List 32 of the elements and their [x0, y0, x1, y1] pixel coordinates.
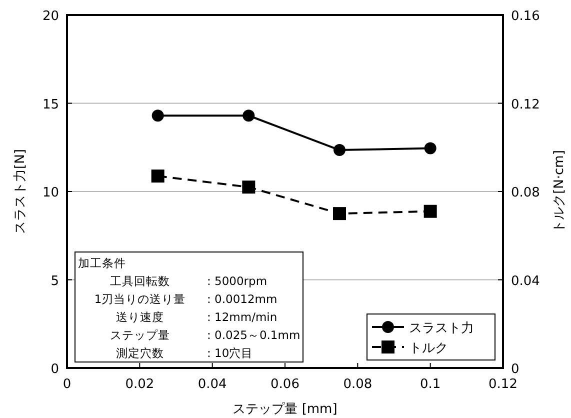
y-tick-label: 10	[42, 186, 59, 200]
point	[333, 207, 346, 220]
y2-tick-label: 0.16	[511, 9, 540, 24]
y-tick-label: 5	[50, 274, 59, 289]
x-tick-label: 0	[62, 377, 72, 392]
point	[242, 110, 255, 122]
point	[152, 110, 164, 122]
point	[424, 204, 437, 218]
y2-tick-label: 0.12	[511, 97, 540, 112]
y-tick-label: 0	[50, 362, 59, 377]
legend-label: トルク	[409, 341, 448, 356]
y-axis-title: スラスト力[N]	[13, 149, 28, 234]
x-tick-label: 0.08	[343, 377, 372, 392]
point	[242, 180, 256, 194]
point	[334, 144, 346, 156]
y2-tick-label: 0.08	[511, 186, 540, 200]
point	[151, 170, 164, 183]
y2-tick-label: 0	[511, 362, 520, 377]
x-tick-label: 0.12	[488, 377, 518, 392]
x-tick-label: 0.04	[198, 377, 227, 392]
x-axis-title: ステップ量 [mm]	[232, 402, 338, 417]
annotation: 加工条件	[78, 256, 126, 270]
y2-tick-label: 0.04	[511, 274, 540, 289]
y2-axis-title: トルク[N·cm]	[552, 150, 567, 233]
point	[424, 142, 436, 154]
annotations: 加工条件 工具回転数 : 5000rpm 1刃当りの送り量 : 0.0012mm 送り速度 : 12mm/min ステップ量 : 0.025～0.1mm 測定穴数 : 10穴目	[74, 252, 304, 362]
x-tick-label: 0.06	[270, 377, 300, 392]
x-tick-label: 0.1	[420, 377, 441, 392]
y-tick-label: 15	[42, 97, 59, 112]
x-tick-label: 0.02	[125, 377, 154, 392]
legend-label: スラスト力	[409, 321, 474, 336]
y-tick-label: 20	[42, 9, 59, 24]
